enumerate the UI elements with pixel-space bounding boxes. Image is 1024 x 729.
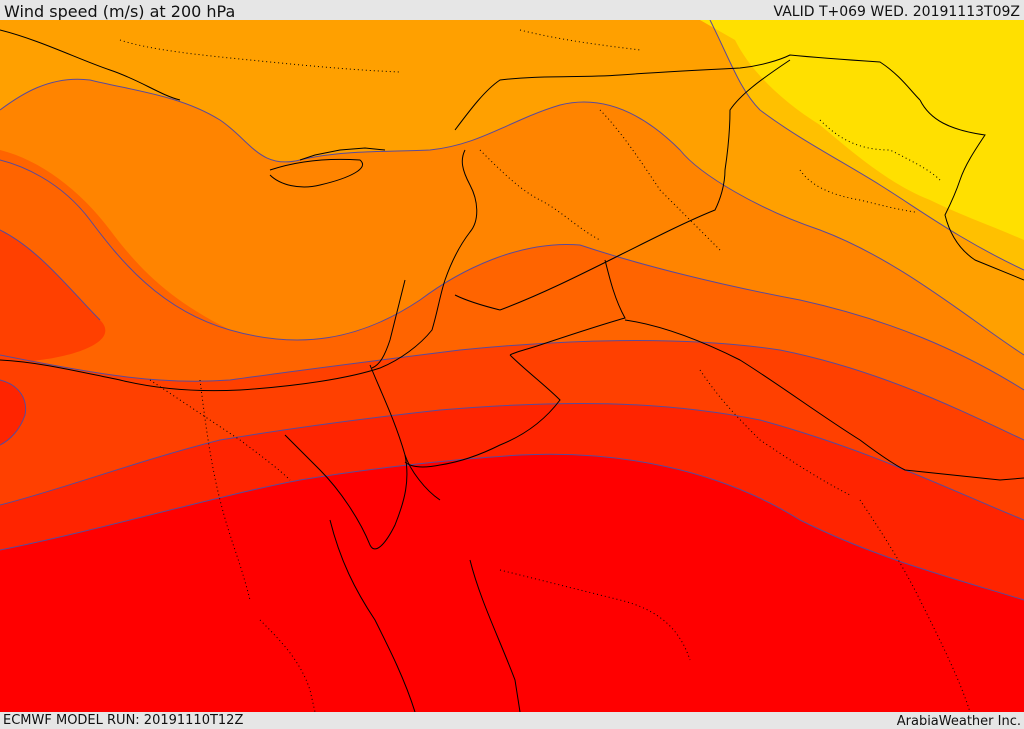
header-bar: Wind speed (m/s) at 200 hPa VALID T+069 … (0, 0, 1024, 21)
wind-band-7-west (0, 380, 26, 445)
wind-band-6-west (0, 230, 106, 365)
contour-lines (0, 20, 1024, 601)
admin-boundaries (119, 29, 971, 712)
coastlines (0, 29, 521, 712)
footer-bar: ECMWF MODEL RUN: 20191110T12Z ArabiaWeat… (0, 712, 1024, 729)
valid-time: VALID T+069 WED. 20191113T09Z (773, 4, 1020, 20)
wind-band-1 (700, 20, 1024, 240)
credit-label: ArabiaWeather Inc. (896, 714, 1021, 729)
model-run-label: ECMWF MODEL RUN: 20191110T12Z (3, 713, 244, 728)
map-title: Wind speed (m/s) at 200 hPa (4, 2, 236, 21)
wind-speed-map (0, 20, 1024, 712)
map-canvas (0, 20, 1024, 712)
country-borders (371, 54, 1024, 481)
